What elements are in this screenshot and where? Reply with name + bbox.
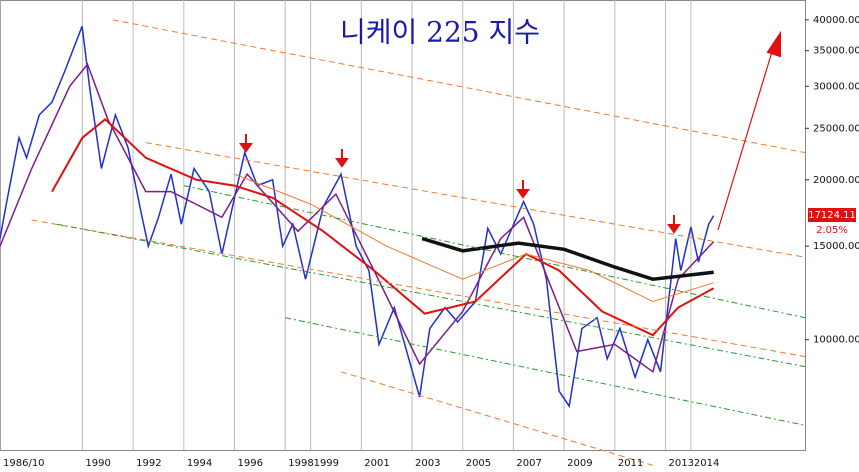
- series-line: [421, 236, 714, 281]
- trend-line: [285, 317, 806, 426]
- y-axis: 10000.00 15000.00 20000.00 25000.00 30000.00…: [805, 15, 859, 346]
- target-arrow: [717, 44, 775, 231]
- x-tick-label: 1994: [187, 458, 212, 469]
- x-tick-label: 1986/10: [3, 458, 45, 469]
- x-tick-label: 1990: [85, 458, 110, 469]
- series-line: [234, 173, 714, 303]
- y-tick-label: 10000.00: [813, 335, 859, 346]
- grid: [0, 0, 692, 450]
- peak-arrows: [239, 30, 781, 234]
- last-value: 17124.11: [808, 210, 856, 221]
- trend-line: [340, 371, 654, 466]
- series-line: [51, 117, 715, 337]
- y-tick-label: 25000.00: [813, 123, 859, 134]
- series-line: [0, 62, 715, 374]
- y-tick-label: 35000.00: [813, 46, 859, 57]
- y-tick-label: 30000.00: [813, 81, 859, 92]
- last-change: 2.05%: [816, 225, 848, 236]
- y-tick-label: 15000.00: [813, 241, 859, 252]
- trend-line: [31, 219, 806, 357]
- trend-line: [112, 19, 806, 154]
- x-tick-label: 1992: [136, 458, 161, 469]
- x-tick-label: 2014: [694, 458, 719, 469]
- x-tick-label: 2001: [364, 458, 389, 469]
- chart-title: 니케이 225 지수: [340, 16, 540, 49]
- trend-line: [145, 142, 806, 258]
- series-line: [0, 26, 715, 409]
- x-tick-label: 2005: [466, 458, 491, 469]
- x-tick-label: 2009: [567, 458, 592, 469]
- x-tick-label: 1996: [238, 458, 263, 469]
- arrow-head: [239, 143, 253, 153]
- y-tick-label: 20000.00: [813, 175, 859, 186]
- x-tick-label: 1998: [288, 458, 313, 469]
- x-tick-label: 2011: [618, 458, 643, 469]
- x-axis: 1986/10 1990 1992 1994 1996 1998 1999 2001 2003 2…: [3, 458, 719, 469]
- last-value-box: [808, 208, 856, 222]
- trend-line: [183, 185, 806, 319]
- x-tick-label: 2003: [415, 458, 440, 469]
- arrow-head: [516, 189, 530, 199]
- arrow-head: [766, 30, 781, 58]
- arrow-head: [667, 224, 681, 234]
- arrow-head: [335, 158, 349, 168]
- y-tick-label: 40000.00: [813, 15, 859, 26]
- series-layer: [0, 19, 806, 466]
- x-tick-label: 2007: [516, 458, 541, 469]
- trend-line: [56, 223, 806, 368]
- x-tick-label: 2013: [669, 458, 694, 469]
- x-tick-label: 1999: [314, 458, 339, 469]
